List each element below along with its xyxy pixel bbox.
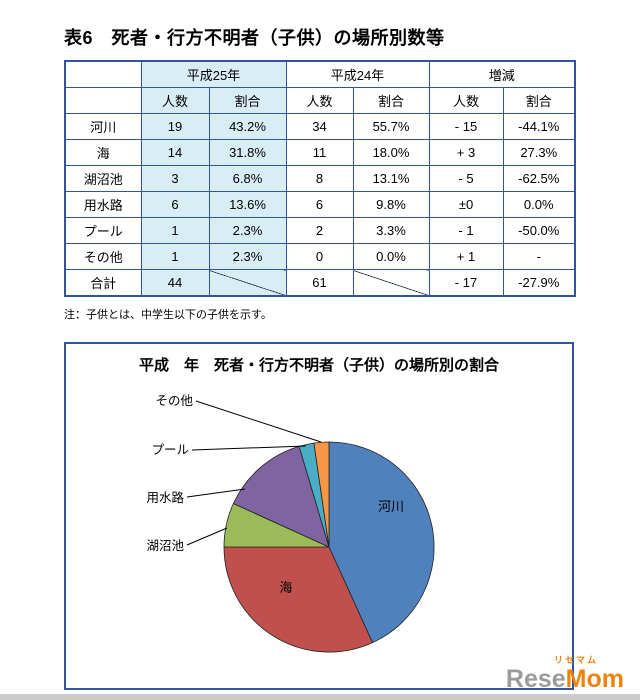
table-sub-header-row: 人数 割合 人数 割合 人数 割合 — [64, 87, 576, 114]
diff-num: - 1 — [428, 217, 504, 244]
h25-pct: 2.3% — [208, 217, 287, 244]
diff-num: ±0 — [428, 191, 504, 218]
pie-slice-4 — [232, 445, 330, 548]
h25-pct: 43.2% — [208, 113, 287, 140]
h25-pct: 31.8% — [208, 139, 287, 166]
h24-num: 61 — [285, 269, 354, 297]
pie-slices — [223, 441, 435, 653]
leader-line-lake — [186, 527, 228, 546]
table-title: 表6 死者・行方不明者（子供）の場所別数等 — [64, 28, 445, 48]
table-footnote: 注：子供とは、中学生以下の子供を示す。 — [64, 309, 272, 321]
h24-pct: 9.8% — [352, 191, 430, 218]
table-row-total: 合計 44 61 - 17 -27.9% — [64, 269, 576, 297]
table-row: その他 1 2.3% 0 0.0% + 1 - — [64, 243, 576, 270]
diff-pct: 27.3% — [502, 139, 576, 166]
leader-line-pool — [191, 445, 307, 451]
diagonal-cell — [352, 269, 430, 297]
diff-num: - 17 — [428, 269, 504, 297]
diff-num: - 5 — [428, 165, 504, 192]
resemom-kana-label: リセマム — [553, 655, 598, 665]
diff-pct: -62.5% — [502, 165, 576, 192]
table-row: 河川 19 43.2% 34 55.7% - 15 -44.1% — [64, 113, 576, 140]
col-group-h24: 平成24年 — [285, 60, 430, 88]
h24-pct: 0.0% — [352, 243, 430, 270]
diff-pct: 0.0% — [502, 191, 576, 218]
pie-slice-1 — [328, 441, 435, 644]
pie-label-irrigation-canal: 用水路 — [146, 490, 184, 505]
h24-num: 0 — [285, 243, 354, 270]
pie-slice-2 — [223, 546, 374, 653]
h25-num: 44 — [140, 269, 210, 297]
h24-num: 2 — [285, 217, 354, 244]
table-row: プール 1 2.3% 2 3.3% - 1 -50.0% — [64, 217, 576, 244]
row-label: プール — [64, 217, 142, 244]
h24-num: 6 — [285, 191, 354, 218]
diagonal-cell — [208, 269, 287, 297]
h25-num: 14 — [140, 139, 210, 166]
h24-pct: 18.0% — [352, 139, 430, 166]
h24-pct: 3.3% — [352, 217, 430, 244]
resemom-logo: ReseMom — [505, 665, 624, 693]
corner-cell — [64, 87, 142, 114]
sub-header-pct: 割合 — [208, 87, 287, 114]
h25-pct: 6.8% — [208, 165, 287, 192]
pie-chart: その他 プール 用水路 湖沼池 河川 海 — [146, 394, 435, 653]
table-row: 海 14 31.8% 11 18.0% + 3 27.3% — [64, 139, 576, 166]
diff-pct: -50.0% — [502, 217, 576, 244]
h25-pct: 2.3% — [208, 243, 287, 270]
table-row: 湖沼池 3 6.8% 8 13.1% - 5 -62.5% — [64, 165, 576, 192]
sub-header-num: 人数 — [140, 87, 210, 114]
leader-line-canal — [186, 488, 246, 498]
sub-header-num: 人数 — [428, 87, 504, 114]
h25-num: 6 — [140, 191, 210, 218]
h25-pct: 13.6% — [208, 191, 287, 218]
col-group-diff: 増減 — [428, 60, 576, 88]
chart-title: 平成 年 死者・行方不明者（子供）の場所別の割合 — [138, 357, 499, 374]
diff-pct: -44.1% — [502, 113, 576, 140]
h25-num: 1 — [140, 217, 210, 244]
col-group-h25: 平成25年 — [140, 60, 287, 88]
bottom-divider — [0, 694, 640, 700]
row-label: 合計 — [64, 269, 142, 297]
h24-pct: 13.1% — [352, 165, 430, 192]
sub-header-pct: 割合 — [502, 87, 576, 114]
leader-line-other — [195, 400, 322, 443]
diff-num: + 1 — [428, 243, 504, 270]
resemom-watermark: リセマム ReseMom — [506, 656, 624, 692]
h24-num: 11 — [285, 139, 354, 166]
row-label: その他 — [64, 243, 142, 270]
pie-label-lake-pond: 湖沼池 — [146, 538, 184, 553]
h24-pct: 55.7% — [352, 113, 430, 140]
pie-label-river: 河川 — [378, 499, 404, 514]
table-group-header-row: 平成25年 平成24年 増減 — [64, 60, 576, 88]
diff-num: + 3 — [428, 139, 504, 166]
sub-header-pct: 割合 — [352, 87, 430, 114]
h24-num: 8 — [285, 165, 354, 192]
diff-pct: -27.9% — [502, 269, 576, 297]
pie-label-pool: プール — [151, 443, 189, 457]
h25-num: 3 — [140, 165, 210, 192]
h25-num: 1 — [140, 243, 210, 270]
sub-header-num: 人数 — [285, 87, 354, 114]
corner-cell — [64, 60, 142, 88]
pie-chart-panel: その他 プール 用水路 湖沼池 河川 海 平成 年 死者・行方不明者（子供）の場… — [64, 342, 574, 690]
row-label: 河川 — [64, 113, 142, 140]
row-label: 用水路 — [64, 191, 142, 218]
pie-label-sea: 海 — [279, 580, 292, 595]
pie-label-other: その他 — [155, 394, 193, 408]
row-label: 海 — [64, 139, 142, 166]
row-label: 湖沼池 — [64, 165, 142, 192]
h25-num: 19 — [140, 113, 210, 140]
location-data-table: 平成25年 平成24年 増減 人数 割合 人数 割合 人数 割合 河川 19 4… — [64, 60, 576, 297]
pie-slice-6 — [313, 441, 330, 548]
h24-num: 34 — [285, 113, 354, 140]
diff-pct: - — [502, 243, 576, 270]
diff-num: - 15 — [428, 113, 504, 140]
table-row: 用水路 6 13.6% 6 9.8% ±0 0.0% — [64, 191, 576, 218]
